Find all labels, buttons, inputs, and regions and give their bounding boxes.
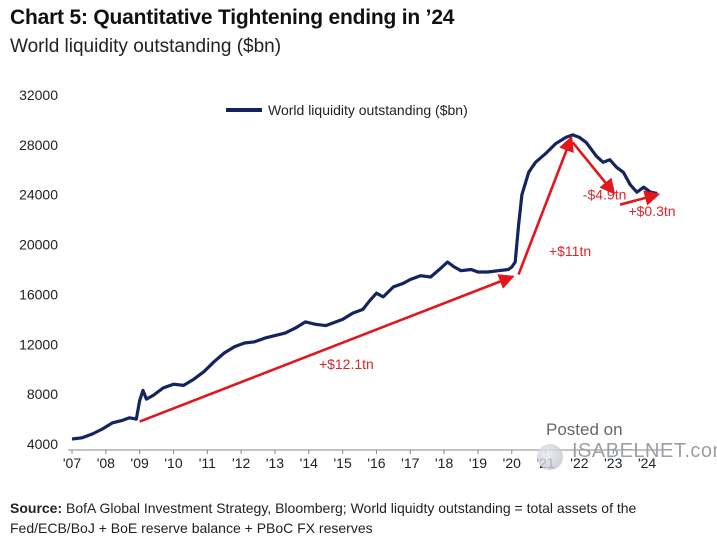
x-tick-label: '24 [638,455,656,471]
x-tick-label: '16 [367,455,385,471]
annotation-label: +$0.3tn [628,203,675,219]
annotations: +$12.1tn +$11tn -$4.9tn+$0.3tn [139,135,676,423]
x-tick-label: '07 [63,455,81,471]
x-tick-label: '14 [300,455,318,471]
chart-title: Chart 5: Quantitative Tightening ending … [10,6,455,29]
annotation-label: -$4.9tn [583,187,627,203]
annotation-label: +$11tn [549,243,591,259]
x-tick-label: '11 [199,455,216,471]
watermark-brand: ISABELNET.com [572,440,717,462]
y-tick-label: 4000 [27,436,58,452]
source-text: BofA Global Investment Strategy, Bloombe… [10,500,637,536]
x-tick-label: '08 [97,455,115,471]
annotation-label: +$12.1tn [319,356,374,372]
x-tick-label: '10 [164,455,182,471]
x-tick-label: '23 [604,455,622,471]
y-tick-label: 12000 [19,336,58,352]
x-axis: '07 '08 '09 '10 '11 '12 '13 '14 '15 '16 '17 '18 '19 '… [63,450,656,471]
line-chart: 4000 8000 12000 16000 20000 24000 28000 32000 '… [19,87,676,471]
x-tick-label: '09 [131,455,149,471]
y-tick-label: 16000 [19,286,58,302]
x-tick-label: '20 [503,455,521,471]
annotation-arrow [517,135,574,275]
annotation-arrow [571,141,616,195]
x-tick-label: '17 [401,455,419,471]
y-tick-label: 32000 [19,87,58,103]
x-tick-label: '19 [469,455,487,471]
y-tick-label: 8000 [27,386,58,402]
watermark-logo-icon [537,444,563,470]
legend: World liquidity outstanding ($bn) [226,102,468,118]
y-tick-label: 28000 [19,137,58,153]
series-line-world-liquidity [71,133,658,441]
annotation-arrow [619,190,661,206]
annotation-arrow [139,274,515,423]
x-tick-label: '12 [232,455,250,471]
x-tick-label: '22 [570,455,588,471]
legend-label: World liquidity outstanding ($bn) [268,102,468,118]
source-label: Source: [10,500,63,516]
x-tick-label: '18 [435,455,453,471]
source-note: Source: BofA Global Investment Strategy,… [10,498,710,538]
y-axis: 4000 8000 12000 16000 20000 24000 28000 32000 [19,87,58,452]
y-tick-label: 20000 [19,237,58,253]
y-tick-label: 24000 [19,187,58,203]
chart-subtitle: World liquidity outstanding ($bn) [10,36,282,57]
watermark-posted-on: Posted on [546,420,623,439]
x-tick-label: '15 [334,455,352,471]
x-tick-label: '13 [266,455,284,471]
